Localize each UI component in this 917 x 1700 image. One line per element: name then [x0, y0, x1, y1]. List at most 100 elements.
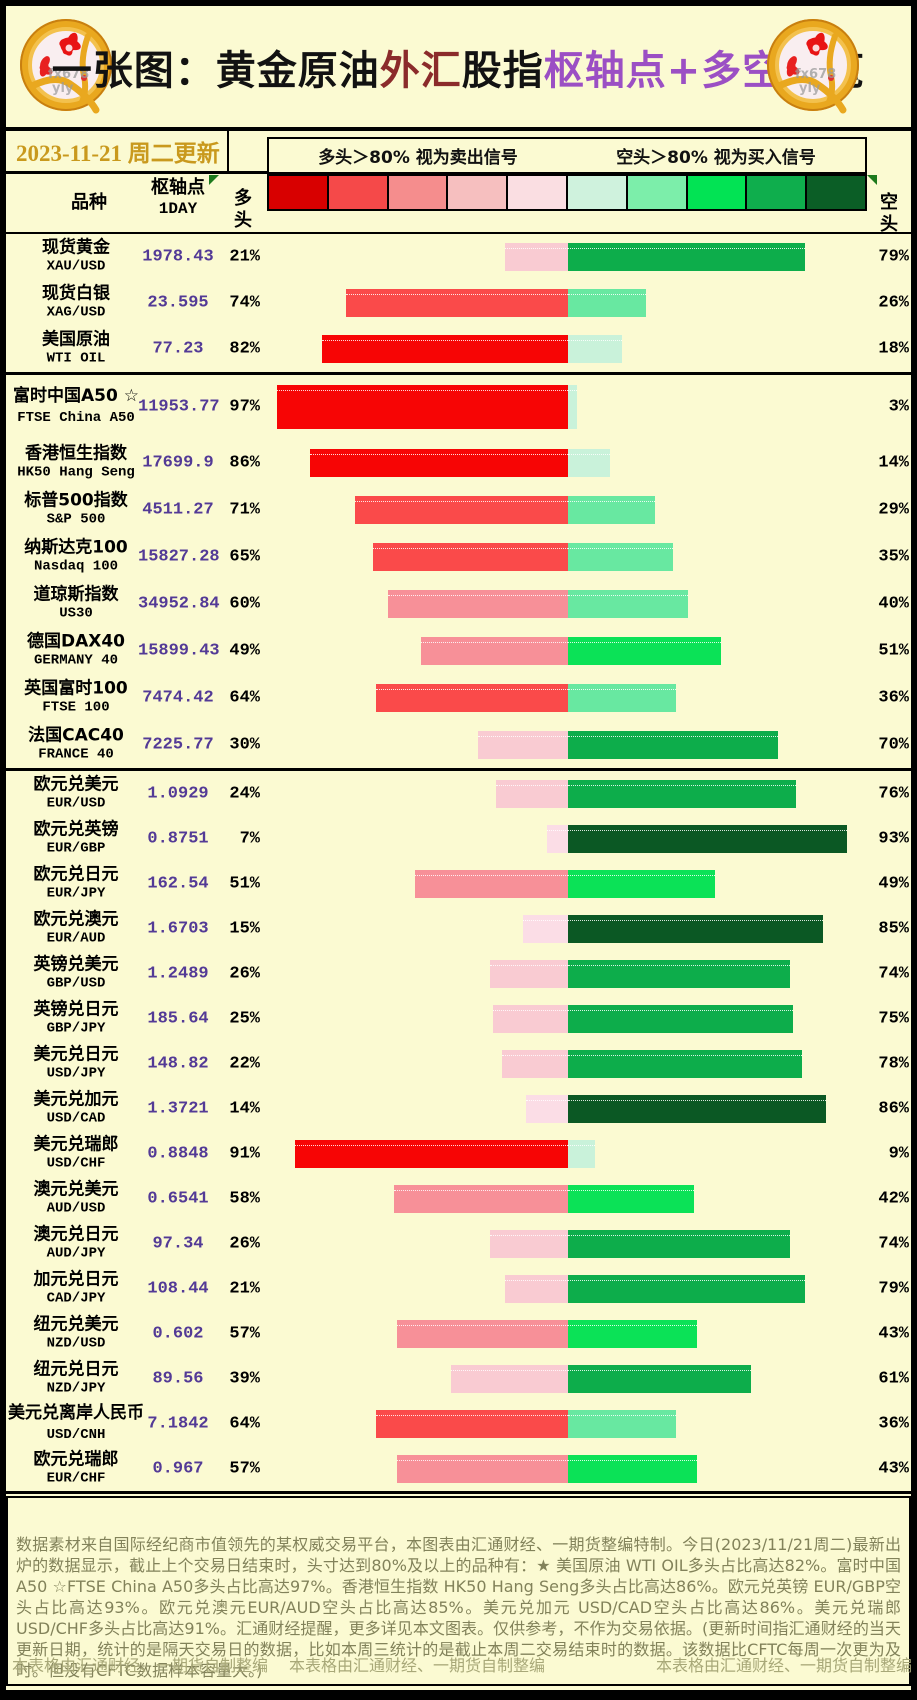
table-row: 现货黄金 XAU/USD 1978.43 21% 79%: [6, 234, 911, 280]
short-percent: 79%: [878, 1279, 909, 1298]
signal-legend: 多头＞80% 视为卖出信号 空头＞80% 视为买入信号: [267, 137, 867, 174]
table-row: 道琼斯指数 US30 34952.84 60% 40%: [6, 580, 911, 627]
long-bar: [526, 1094, 568, 1123]
long-percent: 86%: [229, 453, 260, 472]
table-row: 欧元兑澳元 EUR/AUD 1.6703 15% 85%: [6, 906, 911, 951]
long-bar: [376, 683, 568, 712]
sentiment-bar: [268, 730, 868, 759]
instrument-name: 美国原油 WTI OIL: [8, 330, 144, 369]
short-bar: [568, 1004, 793, 1033]
short-percent: 14%: [878, 453, 909, 472]
instrument-code: S&P 500: [46, 511, 106, 527]
sentiment-bar: [268, 448, 868, 477]
sentiment-bar: [268, 1229, 868, 1258]
long-bar: [496, 779, 568, 808]
instrument-name: 英镑兑美元 GBP/USD: [8, 954, 144, 993]
instrument-name: 欧元兑美元 EUR/USD: [8, 774, 144, 813]
instrument-name: 纽元兑日元 NZD/JPY: [8, 1359, 144, 1398]
table-row: 纳斯达克100 Nasdaq 100 15827.28 65% 35%: [6, 533, 911, 580]
pivot-value: 185.64: [147, 1009, 209, 1028]
long-percent: 14%: [229, 1099, 260, 1118]
short-percent: 43%: [878, 1324, 909, 1343]
svg-text:yly: yly: [799, 81, 821, 96]
column-header-name: 品种: [71, 192, 107, 213]
short-percent: 18%: [878, 339, 909, 359]
svg-text:fx678: fx678: [48, 67, 89, 82]
svg-text:fx678: fx678: [795, 67, 836, 82]
instrument-cn-label: 欧元兑日元: [33, 864, 119, 884]
short-percent: 36%: [878, 1414, 909, 1433]
instrument-code: GBP/USD: [46, 975, 106, 991]
short-percent: 43%: [878, 1459, 909, 1478]
long-percent: 64%: [229, 688, 260, 707]
instrument-cn-label: 欧元兑澳元: [33, 909, 119, 929]
scale-swatch: [269, 176, 327, 209]
pivot-value: 7225.77: [142, 735, 214, 754]
sentiment-bar: [268, 1139, 868, 1168]
instrument-code: USD/CNH: [46, 1426, 106, 1443]
sentiment-bar: [268, 636, 868, 665]
sentiment-bar: [268, 1364, 868, 1393]
pivot-header-sublabel: 1DAY: [158, 200, 198, 218]
sentiment-bar: [268, 1319, 868, 1348]
sentiment-bar: [268, 385, 868, 429]
sentiment-bar: [268, 683, 868, 712]
long-percent: 21%: [229, 247, 260, 267]
instrument-name: 标普500指数 S&P 500: [8, 490, 144, 529]
instrument-code: NZD/JPY: [46, 1380, 106, 1396]
short-bar: [568, 636, 721, 665]
table-row: 欧元兑瑞郎 EUR/CHF 0.967 57% 43%: [6, 1446, 911, 1491]
long-percent: 39%: [229, 1369, 260, 1388]
pivot-value: 34952.84: [138, 594, 220, 613]
short-bar: [568, 243, 805, 271]
long-bar: [490, 959, 568, 988]
color-scale: [267, 174, 867, 211]
short-percent: 49%: [878, 874, 909, 893]
title-segment: 外汇: [379, 47, 462, 94]
scale-swatch: [685, 176, 746, 209]
short-bar: [568, 448, 610, 477]
long-bar: [505, 243, 568, 271]
long-bar: [394, 1184, 568, 1213]
instrument-cn-label: 美元兑日元: [33, 1044, 119, 1064]
long-percent: 57%: [229, 1324, 260, 1343]
long-bar: [523, 914, 568, 943]
instrument-cn-label: 欧元兑英镑: [33, 819, 119, 839]
instrument-name: 纽元兑美元 NZD/USD: [8, 1314, 144, 1353]
short-bar: [568, 1319, 697, 1348]
long-percent: 26%: [229, 1234, 260, 1253]
table-row: 德国DAX40 GERMANY 40 15899.43 49% 51%: [6, 627, 911, 674]
table-row: 现货白银 XAG/USD 23.595 74% 26%: [6, 280, 911, 326]
short-percent: 40%: [878, 594, 909, 613]
instrument-cn-label: 法国CAC40: [28, 725, 124, 745]
instrument-code: FTSE 100: [42, 699, 110, 715]
pivot-value: 0.8848: [147, 1144, 209, 1163]
long-bar: [547, 824, 568, 853]
instrument-name: 欧元兑澳元 EUR/AUD: [8, 909, 144, 948]
scale-swatch: [506, 176, 566, 209]
instrument-cn-label: 欧元兑瑞郎: [33, 1449, 119, 1469]
long-percent: 51%: [229, 874, 260, 893]
sentiment-bar: [268, 1094, 868, 1123]
table-row: 香港恒生指数 HK50 Hang Seng 17699.9 86% 14%: [6, 439, 911, 486]
instrument-name: 富时中国A50 ☆ FTSE China A50: [8, 386, 144, 428]
short-percent: 93%: [878, 829, 909, 848]
sentiment-bar: [268, 824, 868, 853]
table-row: 英国富时100 FTSE 100 7474.42 64% 36%: [6, 674, 911, 721]
title-segment: 股指: [461, 47, 544, 94]
long-bar: [277, 385, 568, 429]
instrument-name: 英国富时100 FTSE 100: [8, 678, 144, 717]
instrument-code: XAG/USD: [46, 304, 106, 321]
long-percent: 15%: [229, 919, 260, 938]
sentiment-bar: [268, 779, 868, 808]
long-bar: [478, 730, 568, 759]
long-percent: 91%: [229, 1144, 260, 1163]
pivot-value: 1978.43: [142, 247, 214, 267]
short-percent: 42%: [878, 1189, 909, 1208]
short-percent: 29%: [878, 500, 909, 519]
table-group-forex: 欧元兑美元 EUR/USD 1.0929 24% 76% 欧元兑英镑 EUR/GBP 0.…: [6, 771, 911, 1494]
instrument-code: EUR/JPY: [46, 885, 106, 901]
instrument-cn-label: 德国DAX40: [26, 631, 126, 651]
